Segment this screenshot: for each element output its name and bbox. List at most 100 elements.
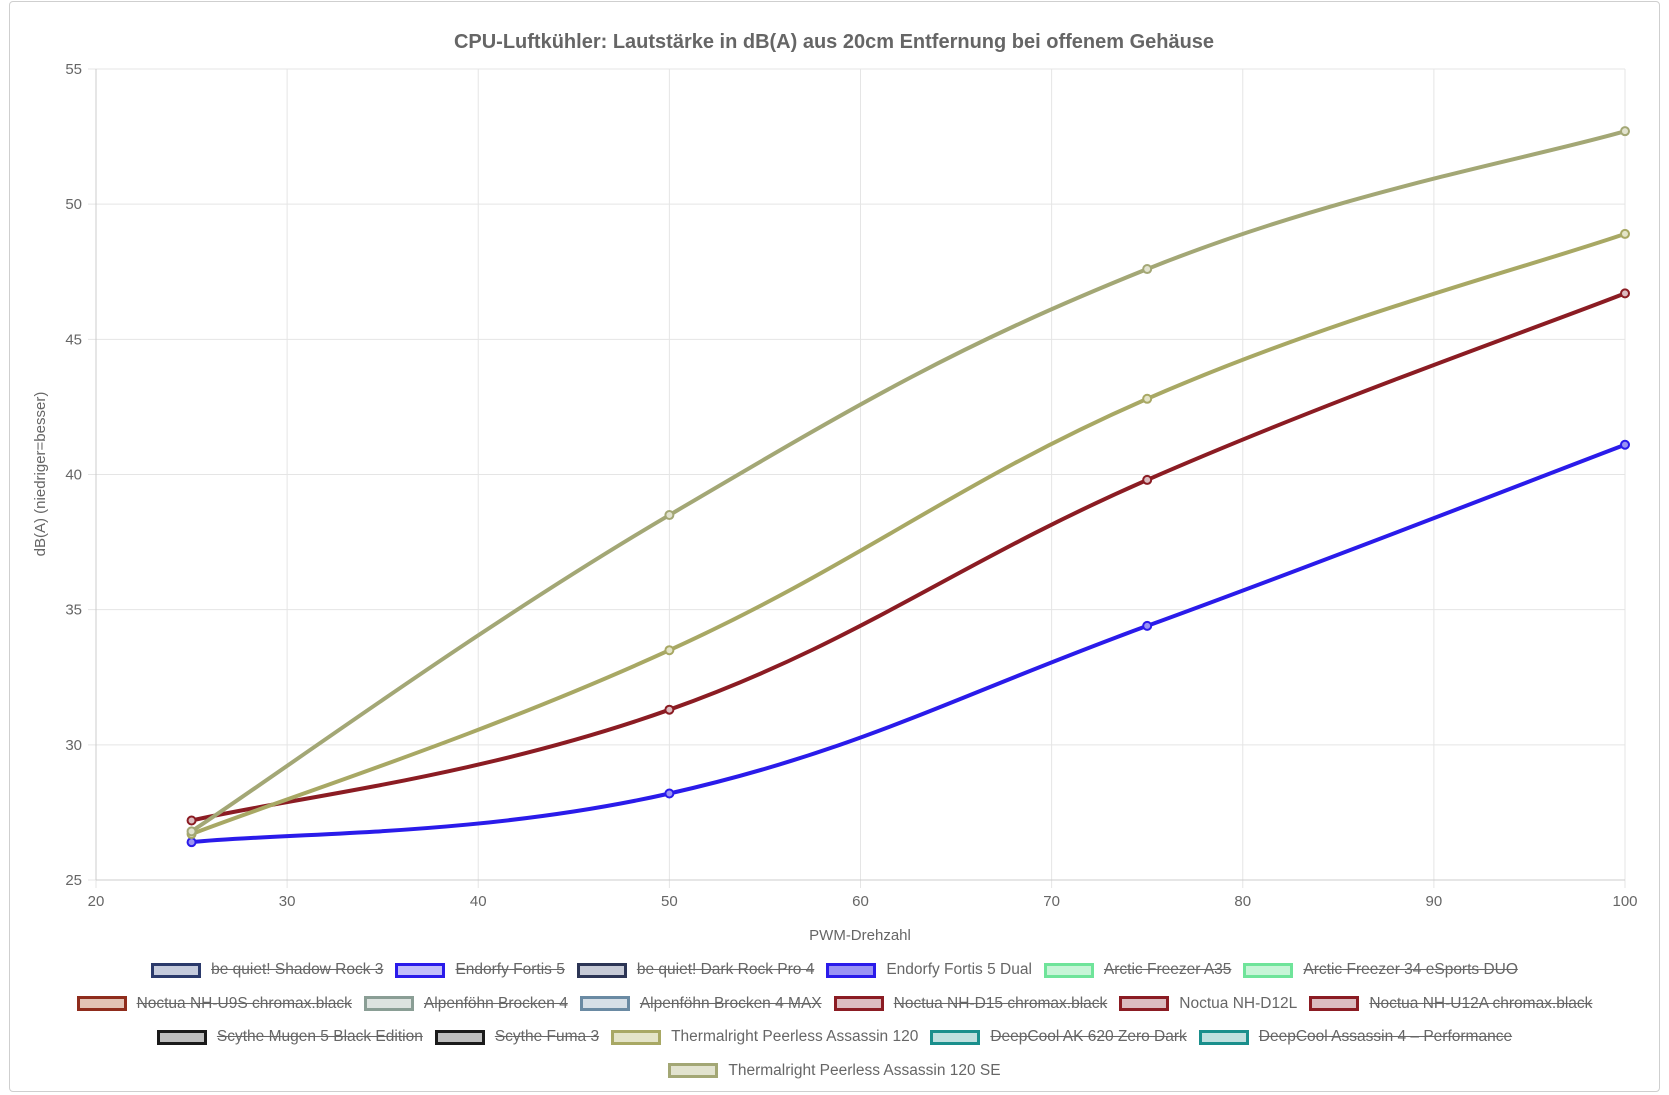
- legend-swatch: [930, 1029, 981, 1045]
- x-tick-label: 50: [661, 893, 678, 910]
- x-tick-label: 100: [1612, 893, 1637, 910]
- legend-label: Arctic Freezer 34 eSports DUO: [1303, 961, 1518, 978]
- legend-swatch: [1198, 1029, 1249, 1045]
- x-tick-label: 40: [470, 893, 487, 910]
- legend-item[interactable]: Noctua NH-D12L: [1119, 989, 1297, 1019]
- legend-swatch: [1043, 962, 1094, 978]
- legend-swatch: [579, 996, 630, 1011]
- x-tick-label: 70: [1043, 893, 1060, 910]
- data-point[interactable]: [664, 704, 675, 715]
- x-tick-label: 80: [1234, 893, 1251, 910]
- legend-swatch: [833, 996, 884, 1011]
- legend-item[interactable]: Scythe Fuma 3: [434, 1022, 600, 1052]
- chart-frame: [9, 1, 1660, 1092]
- legend-item[interactable]: Endorfy Fortis 5: [395, 955, 565, 985]
- legend-swatch: [395, 962, 446, 978]
- legend-item[interactable]: Noctua NH-D15 chromax.black: [833, 989, 1108, 1019]
- y-axis-label: dB(A) (niedriger=besser): [32, 392, 49, 557]
- data-point[interactable]: [1142, 264, 1153, 275]
- chart-title: CPU-Luftkühler: Lautstärke in dB(A) aus …: [454, 31, 1214, 53]
- x-tick-label: 20: [88, 893, 105, 910]
- data-point[interactable]: [1620, 288, 1630, 299]
- legend-item[interactable]: Arctic Freezer 34 eSports DUO: [1243, 955, 1518, 985]
- legend-swatch: [363, 996, 414, 1011]
- legend-label: Thermalright Peerless Assassin 120 SE: [728, 1061, 1001, 1079]
- legend-item[interactable]: Thermalright Peerless Assassin 120: [611, 1022, 918, 1052]
- legend-item[interactable]: be quiet! Shadow Rock 3: [151, 955, 383, 985]
- legend-swatch: [668, 1063, 719, 1078]
- legend-label: be quiet! Dark Rock Pro 4: [636, 961, 815, 978]
- legend-label: Alpenföhn Brocken 4 MAX: [639, 994, 822, 1012]
- y-tick-label: 40: [65, 467, 82, 484]
- data-point[interactable]: [664, 788, 675, 799]
- data-point[interactable]: [1142, 620, 1153, 631]
- line-chart: 25 30 35 40 45 50 55 20 30 40 50 60 70 80 90 100 CPU-L…: [32, 31, 1638, 944]
- legend-swatch: [1243, 962, 1294, 978]
- legend-item[interactable]: Alpenföhn Brocken 4: [363, 989, 568, 1019]
- series-line: [190, 232, 1626, 836]
- legend-item[interactable]: be quiet! Dark Rock Pro 4: [576, 955, 815, 985]
- y-tick-label: 30: [65, 737, 82, 754]
- legend-label: Noctua NH-D12L: [1179, 994, 1298, 1012]
- legend-label: DeepCool Assassin 4 – Performance: [1258, 1028, 1513, 1045]
- grid-lines: [88, 68, 1626, 888]
- y-tick-label: 50: [65, 196, 82, 213]
- data-point[interactable]: [664, 510, 675, 521]
- x-tick-label: 60: [852, 893, 869, 910]
- series-noctua-nh-d12l: [186, 288, 1630, 826]
- legend-item[interactable]: DeepCool AK 620 Zero Dark: [930, 1022, 1187, 1052]
- legend-label: Noctua NH-U12A chromax.black: [1369, 994, 1593, 1012]
- legend-item[interactable]: DeepCool Assassin 4 – Performance: [1198, 1022, 1513, 1052]
- legend-swatch: [611, 1029, 662, 1045]
- legend-swatch: [826, 962, 877, 978]
- legend-label: Endorfy Fortis 5: [455, 961, 565, 978]
- data-point[interactable]: [186, 815, 197, 826]
- data-point[interactable]: [186, 837, 197, 848]
- series-endorfy-fortis-5-dual: [186, 439, 1630, 848]
- legend-item[interactable]: Endorfy Fortis 5 Dual: [826, 955, 1032, 985]
- series-line: [191, 442, 1626, 845]
- data-point[interactable]: [1142, 474, 1153, 485]
- series-line: [191, 291, 1626, 823]
- y-tick-label: 55: [65, 61, 82, 78]
- legend-label: DeepCool AK 620 Zero Dark: [990, 1028, 1187, 1045]
- y-tick-label: 35: [65, 602, 82, 619]
- series-lines: [186, 126, 1630, 848]
- data-point[interactable]: [1620, 126, 1630, 137]
- data-point[interactable]: [1142, 393, 1153, 404]
- legend-label: Scythe Fuma 3: [494, 1028, 600, 1045]
- legend-swatch: [1309, 996, 1360, 1011]
- legend-item[interactable]: Noctua NH-U9S chromax.black: [76, 989, 352, 1019]
- x-tick-label: 90: [1426, 893, 1443, 910]
- data-point[interactable]: [186, 826, 197, 837]
- x-tick-label: 30: [279, 893, 296, 910]
- legend-swatch: [151, 962, 202, 978]
- data-point[interactable]: [664, 645, 675, 656]
- legend-label: Endorfy Fortis 5 Dual: [886, 961, 1032, 978]
- series-line: [190, 129, 1626, 834]
- y-axis-ticks: 25 30 35 40 45 50 55: [65, 61, 82, 889]
- legend-item[interactable]: Scythe Mugen 5 Black Edition: [156, 1022, 423, 1052]
- legend-item[interactable]: Noctua NH-U12A chromax.black: [1309, 989, 1592, 1019]
- series-thermalright-peerless-assassin-120-se: [186, 126, 1630, 837]
- data-point[interactable]: [1620, 439, 1630, 450]
- legend-label: Arctic Freezer A35: [1103, 961, 1232, 978]
- series-thermalright-peerless-assassin-120: [186, 228, 1630, 840]
- legend-swatch: [156, 1029, 207, 1045]
- legend-label: be quiet! Shadow Rock 3: [211, 961, 384, 978]
- legend-item[interactable]: Arctic Freezer A35: [1043, 955, 1232, 985]
- legend-swatch: [76, 996, 127, 1011]
- legend-label: Alpenföhn Brocken 4: [423, 994, 568, 1012]
- legend-label: Noctua NH-D15 chromax.black: [893, 994, 1108, 1012]
- legend-label: Thermalright Peerless Assassin 120: [671, 1028, 919, 1045]
- legend-swatch: [434, 1029, 485, 1045]
- chart-legend: be quiet! Shadow Rock 3 Endorfy Fortis 5 b…: [20, 955, 1649, 1089]
- y-tick-label: 45: [65, 331, 82, 348]
- legend-item[interactable]: Thermalright Peerless Assassin 120 SE: [668, 1056, 1001, 1086]
- legend-label: Scythe Mugen 5 Black Edition: [216, 1028, 423, 1045]
- y-tick-label: 25: [65, 872, 82, 889]
- legend-swatch: [1119, 996, 1170, 1011]
- legend-item[interactable]: Alpenföhn Brocken 4 MAX: [579, 989, 822, 1019]
- data-point[interactable]: [1620, 228, 1630, 239]
- legend-label: Noctua NH-U9S chromax.black: [136, 994, 352, 1012]
